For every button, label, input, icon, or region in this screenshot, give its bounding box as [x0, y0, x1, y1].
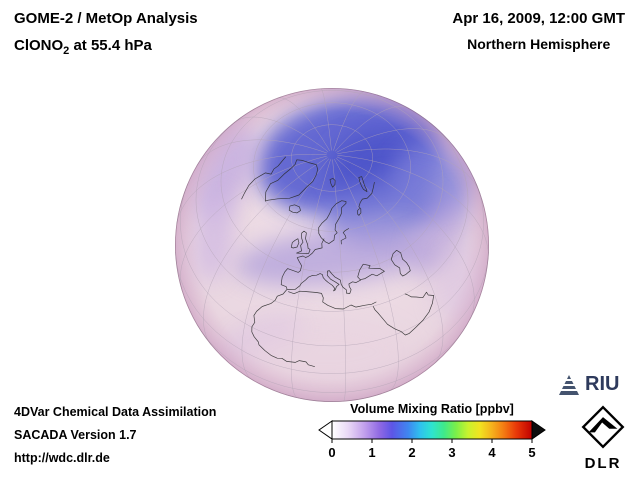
credit-line-3: http://wdc.dlr.de [14, 451, 110, 465]
species-level-title: ClONO2 at 55.4 hPa [14, 37, 198, 60]
colorbar: 0 1 2 3 4 5 [318, 420, 546, 460]
analysis-title: GOME-2 / MetOp Analysis [14, 10, 198, 27]
colorbar-scale: 0 1 2 3 4 5 [318, 420, 546, 460]
colorbar-left-arrow [318, 420, 333, 440]
credit-line-1: 4DVar Chemical Data Assimilation [14, 405, 217, 419]
globe-map [174, 87, 490, 403]
globe-outline [174, 87, 490, 403]
colorbar-gradient-bar [331, 420, 533, 440]
credits: 4DVar Chemical Data Assimilation SACADA … [14, 401, 216, 470]
colorbar-tick-label: 1 [368, 445, 375, 460]
datetime-label: Apr 16, 2009, 12:00 GMT [452, 10, 625, 27]
plot-header-left: GOME-2 / MetOp Analysis ClONO2 at 55.4 h… [14, 10, 198, 60]
colorbar-tick-label: 4 [488, 445, 496, 460]
plot-header-right: Apr 16, 2009, 12:00 GMT Northern Hemisph… [452, 10, 625, 53]
riu-logo-text: RIU [585, 373, 620, 395]
hemisphere-label: Northern Hemisphere [467, 36, 611, 52]
riu-logo: RIU [558, 373, 619, 396]
dlr-logo-icon [581, 405, 625, 449]
colorbar-tick-label: 2 [408, 445, 415, 460]
species-subscript: 2 [63, 45, 70, 57]
riu-logo-icon [558, 374, 580, 395]
colorbar-tick-label: 0 [328, 445, 335, 460]
colorbar-title: Volume Mixing Ratio [ppbv] [350, 402, 514, 416]
colorbar-tick-label: 5 [528, 445, 535, 460]
colorbar-tick-label: 3 [448, 445, 455, 460]
coastlines [241, 156, 435, 367]
species-pressure: at 55.4 hPa [69, 37, 152, 54]
species-name: ClONO [14, 37, 64, 54]
credit-line-2: SACADA Version 1.7 [14, 428, 137, 442]
dlr-logo: DLR [574, 405, 632, 472]
dlr-logo-text: DLR [584, 455, 622, 472]
colorbar-right-arrow [531, 420, 546, 440]
